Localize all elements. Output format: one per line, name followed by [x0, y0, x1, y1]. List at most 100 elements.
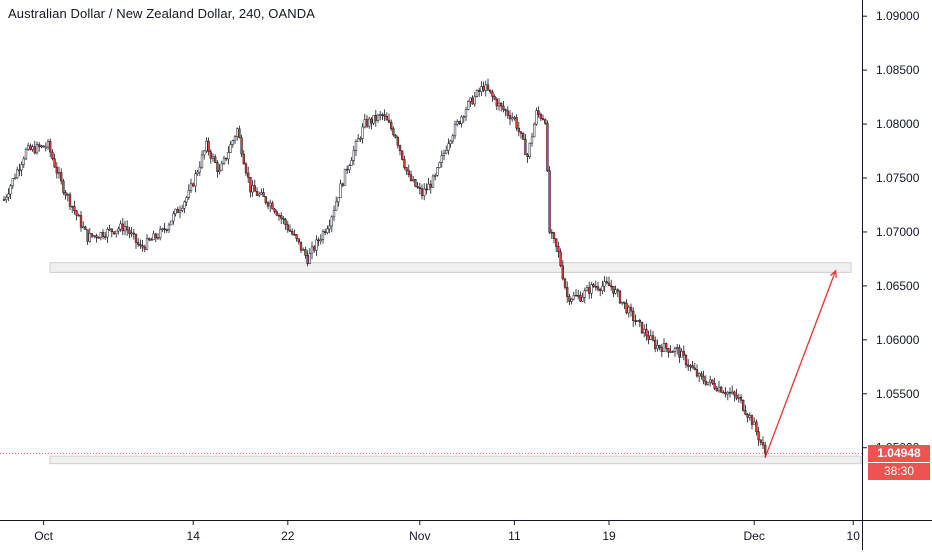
candle-body	[484, 84, 487, 91]
candle-body	[482, 86, 485, 91]
candle-body	[739, 396, 743, 401]
candle-body	[662, 343, 666, 352]
candle-body	[137, 242, 140, 245]
candle-body	[517, 127, 520, 132]
candle-body	[585, 287, 589, 292]
candle-body	[16, 169, 19, 179]
candle-body	[319, 239, 322, 242]
candle-body	[381, 114, 384, 116]
candle-body	[445, 150, 448, 154]
candle-body	[104, 236, 107, 238]
candle-body	[313, 246, 316, 251]
candle-body	[423, 188, 426, 196]
candle-body	[154, 233, 157, 239]
candle-body	[284, 219, 287, 225]
candle-body	[95, 235, 98, 238]
candle-body	[590, 284, 593, 294]
candle-body	[229, 144, 232, 153]
candle-body	[220, 163, 223, 171]
candle-body	[343, 168, 347, 186]
x-tick-label: Oct	[34, 529, 53, 543]
candle-body	[695, 369, 699, 377]
candle-body	[189, 183, 193, 191]
candle-body	[557, 246, 560, 253]
candle-body	[24, 149, 28, 160]
candle-body	[115, 230, 118, 235]
candle-body	[260, 192, 263, 195]
candle-body	[746, 414, 749, 418]
candle-body	[480, 86, 483, 92]
candle-body	[647, 335, 650, 340]
candle-body	[328, 225, 331, 230]
candle-body	[198, 166, 201, 173]
candle-body	[429, 183, 432, 188]
candle-body	[165, 229, 168, 231]
candle-body	[315, 239, 318, 251]
candle-body	[671, 351, 674, 353]
candle-body	[159, 229, 162, 239]
candle-body	[101, 232, 105, 237]
candle-body	[458, 121, 461, 124]
candle-body	[709, 379, 712, 383]
candle-body	[9, 185, 12, 195]
candle-body	[244, 163, 248, 174]
candle-body	[438, 162, 441, 168]
candle-body	[110, 228, 113, 232]
candle-body	[218, 169, 221, 172]
candle-body	[326, 228, 329, 233]
candle-body	[46, 140, 50, 148]
candle-body	[372, 115, 375, 124]
y-tick-label: 1.09000	[876, 9, 920, 23]
candle-body	[308, 252, 311, 264]
candle-body	[236, 128, 239, 137]
candle-body	[277, 214, 281, 217]
candle-body	[403, 159, 406, 168]
candle-body	[722, 391, 725, 394]
candle-body	[205, 140, 208, 152]
candle-body	[339, 183, 342, 198]
candle-body	[583, 290, 586, 298]
candle-body	[511, 117, 514, 120]
candle-body	[539, 113, 542, 119]
candle-body	[291, 231, 294, 235]
candle-body	[163, 228, 166, 230]
candle-body	[394, 134, 397, 138]
candle-body	[570, 298, 573, 302]
candle-body	[621, 301, 624, 304]
x-tick-label: 10	[847, 529, 861, 543]
candle-body	[117, 228, 120, 232]
candle-body	[592, 284, 595, 287]
candle-body	[335, 201, 338, 211]
candle-body	[170, 220, 173, 226]
candle-body	[330, 216, 333, 227]
candle-body	[60, 172, 63, 182]
candle-body	[392, 128, 395, 136]
candle-body	[231, 140, 234, 145]
candle-body	[687, 364, 690, 367]
candle-body	[126, 226, 129, 231]
candle-body	[434, 174, 437, 177]
candle-body	[306, 255, 309, 264]
candle-body	[35, 144, 39, 154]
candle-body	[526, 154, 529, 157]
candle-body	[332, 209, 336, 218]
candle-body	[71, 205, 74, 208]
candle-body	[409, 174, 413, 181]
candle-body	[251, 185, 254, 193]
candle-body	[255, 191, 259, 196]
candle-body	[698, 373, 701, 377]
candle-body	[214, 156, 217, 163]
x-tick-label: 14	[187, 529, 201, 543]
candle-body	[273, 208, 276, 212]
candle-body	[605, 281, 608, 284]
candle-body	[447, 143, 450, 151]
candle-body	[568, 296, 571, 302]
candle-body	[172, 213, 175, 222]
candle-body	[13, 177, 17, 180]
resistance-zone	[49, 262, 852, 273]
candle-body	[566, 287, 569, 297]
candle-body	[293, 233, 296, 236]
candle-body	[77, 214, 80, 217]
